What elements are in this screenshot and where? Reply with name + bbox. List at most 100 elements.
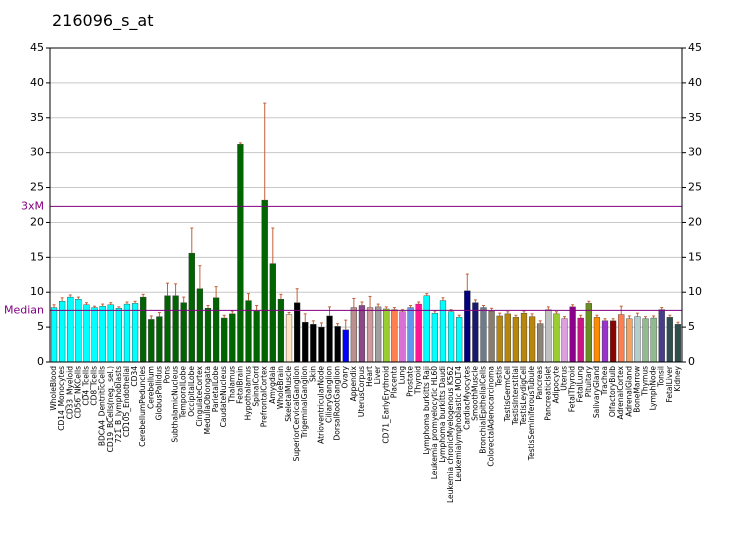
y2-tick-label: 35 (688, 111, 702, 124)
bar (569, 306, 576, 363)
x-tick-label: CiliaryGanglion (325, 366, 334, 423)
x-tick-label: Adipocyte (551, 366, 560, 404)
bar (261, 199, 268, 363)
y2-tick-label: 10 (688, 285, 702, 298)
y-tick-label: 45 (30, 41, 44, 54)
bar (423, 295, 430, 363)
x-tick-label: FetalThyroid (568, 366, 577, 413)
reference-label: 3xM (21, 199, 44, 212)
x-tick-label: Skin (308, 366, 317, 382)
bar (375, 306, 382, 363)
x-tick-label: Lung (397, 366, 406, 385)
bar (310, 324, 317, 363)
x-tick-label: AdrenalGland (624, 366, 633, 417)
x-tick-label: Kidney (673, 365, 682, 391)
x-tick-label: LymphNode (649, 366, 658, 411)
y2-tick-label: 15 (688, 250, 702, 263)
y2-tick-label: 5 (688, 320, 695, 333)
bar (383, 308, 390, 363)
x-tick-label: CD105_Endothelial (122, 366, 131, 437)
x-tick-label: TrigeminalGanglion (300, 366, 309, 440)
x-tick-label: Hypothalamus (244, 366, 253, 420)
bar (399, 311, 406, 363)
bar (488, 310, 495, 363)
bar (561, 318, 568, 363)
x-tick-label: FetalLung (576, 366, 585, 403)
bar (212, 297, 220, 363)
x-tick-label: Cerebellum (146, 366, 155, 409)
bar (131, 303, 139, 363)
x-tick-label: ColorectalAdenocarcinoma (487, 366, 496, 467)
y2-tick-label: 40 (688, 76, 702, 89)
x-tick-label: BronchialEpithelialCells (478, 366, 487, 454)
x-tick-label: CD19_BCells(neg._sel.) (106, 366, 115, 452)
bar (140, 296, 147, 363)
bar (447, 311, 455, 363)
bar (269, 263, 276, 363)
bar (626, 318, 633, 363)
y-tick-label: 10 (30, 285, 44, 298)
bar (610, 320, 617, 363)
bar (504, 313, 511, 363)
x-tick-label: WholeBlood (49, 366, 58, 411)
bar (50, 307, 58, 363)
y-tick-label: 5 (37, 320, 44, 333)
y-tick-label: 25 (30, 181, 44, 194)
x-tick-label: SubthalamicNucleus (171, 366, 180, 443)
bar (512, 317, 520, 363)
x-tick-label: Leukemialymphoblastic MOLT4 (454, 366, 463, 482)
x-tick-label: Liver (373, 365, 382, 384)
x-tick-label: FetalBrain (235, 366, 244, 404)
bar (245, 300, 252, 363)
bar (634, 316, 641, 363)
y-tick-label: 0 (37, 355, 44, 368)
y2-tick-label: 30 (688, 146, 702, 159)
x-tick-label: PrefrontalCortex (260, 365, 269, 427)
x-tick-label: Ovary (341, 365, 350, 388)
bar (237, 144, 244, 363)
bar (366, 307, 374, 363)
x-tick-label: Thalamus (227, 366, 236, 404)
plot-frame (49, 47, 683, 363)
y2-tick-label: 20 (688, 215, 702, 228)
bar (148, 319, 155, 363)
x-tick-label: TestisSeminiferousTubule (527, 366, 536, 462)
bar (593, 317, 601, 363)
y-tick-label: 15 (30, 250, 44, 263)
x-tick-label: 721_B_lymphoblasts (114, 366, 123, 443)
x-tick-label: AdrenalCortex (616, 365, 625, 419)
x-tick-label: SuperiorCervicalGanglion (292, 366, 301, 462)
x-tick-label: FetalLiver (665, 365, 674, 402)
bar (618, 314, 625, 363)
x-tick-label: Lymphoma burkitts Raji (422, 366, 431, 455)
bar (577, 317, 584, 363)
bar (326, 315, 333, 363)
bar (456, 317, 463, 363)
reference-label: Median (4, 303, 44, 316)
x-tick-label: CD71_EarlyErythroid (381, 366, 390, 444)
bar (439, 300, 447, 363)
x-tick-label: UterusCorpus (357, 366, 366, 417)
bar (188, 252, 195, 363)
bar (537, 323, 544, 363)
x-tick-label: CD33_Myeloid (65, 366, 74, 420)
x-tick-label: Pituitary (584, 365, 593, 397)
x-tick-label: TestisLeydigCell (519, 366, 528, 426)
x-tick-label: Prostate (406, 366, 415, 397)
bar (99, 305, 106, 363)
bar (75, 299, 82, 363)
x-tick-label: TemporalLobe (179, 366, 188, 420)
x-tick-label: Appendix (349, 365, 358, 401)
x-tick-label: CD34 (130, 366, 139, 387)
bar (472, 302, 479, 363)
bar (350, 307, 357, 363)
x-tick-label: Uterus (560, 366, 569, 391)
y2-tick-label: 0 (688, 355, 695, 368)
x-tick-label: Thyroid (414, 366, 423, 395)
bar (221, 317, 228, 363)
x-tick-label: CD56_NKCells (73, 366, 82, 418)
x-tick-label: CD14_Monocytes (57, 366, 66, 431)
x-tick-label: CerebellumPeduncles (138, 366, 147, 447)
bar (229, 313, 236, 363)
